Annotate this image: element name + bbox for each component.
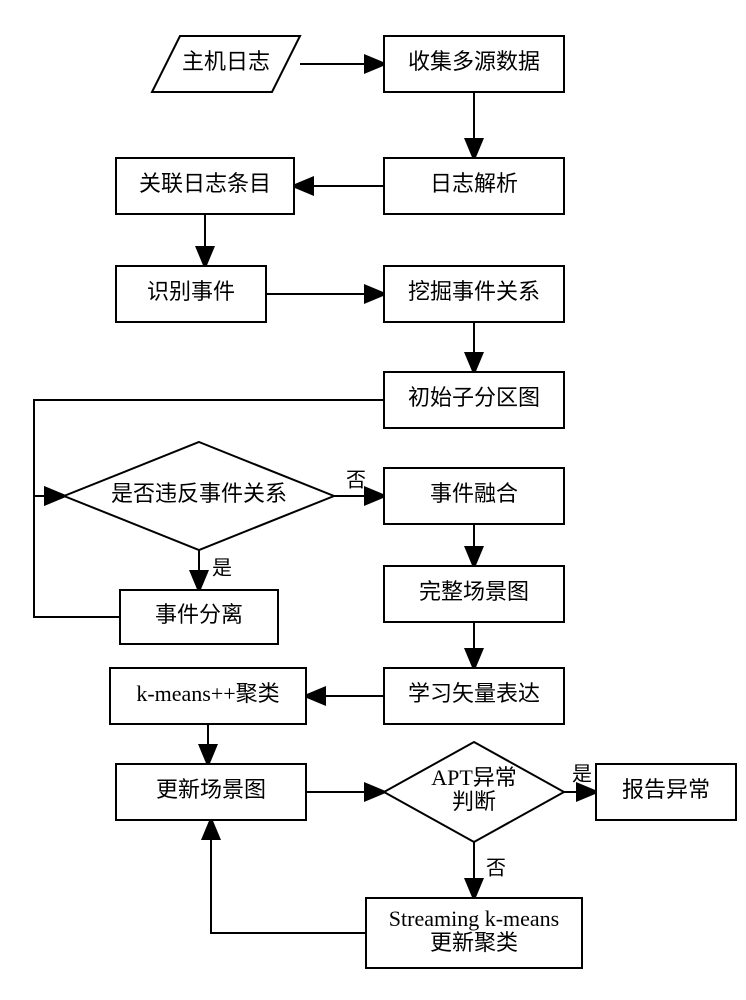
node-label-n2-0: 收集多源数据 — [408, 49, 540, 74]
node-n3: 日志解析 — [384, 158, 564, 214]
edge-label-8: 是 — [212, 558, 232, 580]
node-label-n16-0: 报告异常 — [622, 777, 710, 802]
node-label-n8-0: 是否违反事件关系 — [111, 481, 287, 506]
node-label-n17-1: 更新聚类 — [430, 930, 518, 955]
node-n4: 关联日志条目 — [116, 158, 294, 214]
edge-label-15: 是 — [572, 764, 592, 786]
node-label-n4-0: 关联日志条目 — [139, 171, 271, 196]
node-n10: 事件分离 — [120, 590, 278, 644]
node-n7: 初始子分区图 — [384, 372, 564, 428]
node-n11: 完整场景图 — [384, 566, 564, 622]
node-n1: 主机日志 — [152, 36, 300, 92]
node-label-n15-0: APT异常 — [431, 765, 517, 790]
node-label-n10-0: 事件分离 — [155, 602, 243, 627]
node-n12: 学习矢量表达 — [384, 668, 564, 724]
node-label-n3-0: 日志解析 — [430, 171, 518, 196]
node-n6: 挖掘事件关系 — [384, 266, 564, 322]
node-label-n13-0: k-means++聚类 — [136, 681, 279, 706]
node-n9: 事件融合 — [384, 468, 564, 524]
node-n15: APT异常判断 — [384, 742, 564, 842]
node-n14: 更新场景图 — [116, 764, 306, 820]
node-label-n11-0: 完整场景图 — [419, 579, 529, 604]
node-n8: 是否违反事件关系 — [64, 442, 334, 550]
node-label-n7-0: 初始子分区图 — [408, 385, 540, 410]
node-label-n15-1: 判断 — [452, 789, 496, 814]
edge-label-16: 否 — [486, 858, 506, 880]
node-label-n17-0: Streaming k-means — [389, 906, 559, 931]
node-n17: Streaming k-means更新聚类 — [366, 898, 582, 968]
node-n16: 报告异常 — [596, 764, 736, 820]
node-n13: k-means++聚类 — [110, 668, 306, 724]
node-label-n9-0: 事件融合 — [430, 481, 518, 506]
edge-label-7: 否 — [346, 470, 366, 492]
node-label-n6-0: 挖掘事件关系 — [408, 279, 540, 304]
node-label-n5-0: 识别事件 — [147, 279, 235, 304]
node-label-n12-0: 学习矢量表达 — [408, 681, 540, 706]
node-n2: 收集多源数据 — [384, 36, 564, 92]
flowchart: 否是是否 主机日志收集多源数据日志解析关联日志条目识别事件挖掘事件关系初始子分区… — [0, 0, 746, 1000]
node-n5: 识别事件 — [116, 266, 266, 322]
node-label-n14-0: 更新场景图 — [156, 777, 266, 802]
node-label-n1-0: 主机日志 — [182, 49, 270, 74]
edge-17 — [211, 820, 366, 933]
